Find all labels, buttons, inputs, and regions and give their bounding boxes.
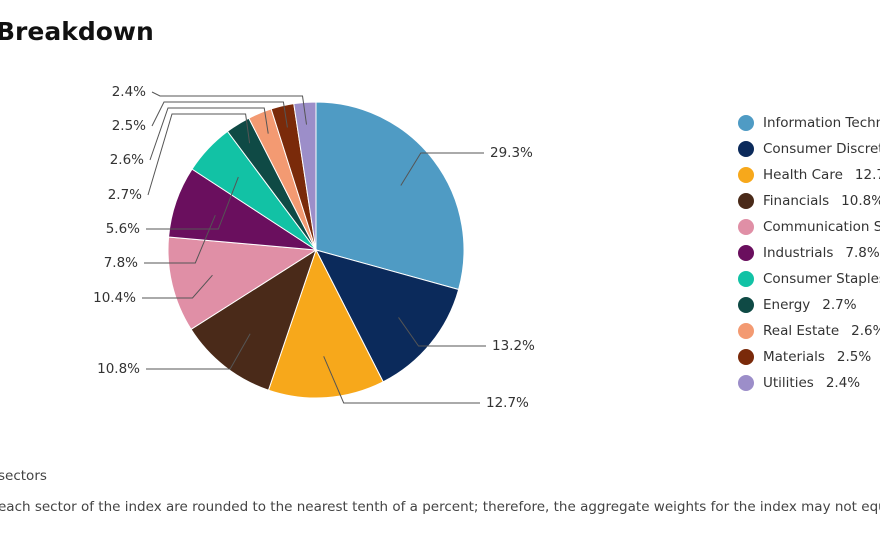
legend-label: Information Technology [763, 115, 880, 131]
data-label: 10.4% [93, 290, 136, 306]
legend-swatch [738, 323, 754, 339]
legend-swatch [738, 141, 754, 157]
legend-swatch [738, 167, 754, 183]
leader-line [149, 107, 269, 161]
leader-line [151, 101, 288, 128]
leader-line [146, 176, 239, 230]
legend-swatch [738, 349, 754, 365]
pie-slice [315, 101, 465, 291]
pie-slice [267, 248, 384, 399]
data-label: 5.6% [106, 221, 140, 237]
legend-swatch [738, 115, 754, 131]
legend-swatch [738, 271, 754, 287]
legend-label: Utilities [763, 375, 814, 391]
chart-title: Breakdown [0, 17, 154, 46]
legend-swatch [738, 375, 754, 391]
legend-label: Industrials [763, 245, 833, 261]
legend-label: Energy [763, 297, 810, 313]
legend-swatch [738, 297, 754, 313]
data-label: 2.4% [112, 84, 146, 100]
legend-label: Consumer Staples [763, 271, 880, 287]
data-label: 2.7% [108, 187, 142, 203]
pie-slice [167, 236, 318, 330]
leader-line [400, 152, 484, 186]
leader-line [144, 214, 216, 264]
legend-value: 7.8% [845, 245, 879, 261]
data-label: 2.6% [110, 152, 144, 168]
footnote: sectors [0, 468, 47, 484]
legend-label: Materials [763, 349, 825, 365]
legend-label: Financials [763, 193, 829, 209]
data-label: 2.5% [112, 118, 146, 134]
leader-line [146, 333, 251, 370]
legend-value: 10.8% [841, 193, 880, 209]
legend-value: 2.5% [837, 349, 871, 365]
legend-label: Real Estate [763, 323, 839, 339]
legend-swatch [738, 193, 754, 209]
legend-value: 2.6% [851, 323, 880, 339]
leader-line [142, 274, 213, 299]
leader-line [151, 91, 308, 125]
legend-swatch [738, 245, 754, 261]
legend-label: Health Care [763, 167, 843, 183]
pie-slice [293, 101, 317, 251]
legend-value: 12.7% [855, 167, 880, 183]
leader-line [398, 317, 486, 347]
data-label: 13.2% [492, 338, 535, 354]
data-label: 12.7% [486, 395, 529, 411]
legend-swatch [738, 219, 754, 235]
pie-slice [190, 248, 317, 391]
legend-label: Communication Services [763, 219, 880, 235]
data-label: 7.8% [104, 255, 138, 271]
leader-line [147, 113, 251, 196]
data-label: 29.3% [490, 145, 533, 161]
legend-value: 2.7% [822, 297, 856, 313]
footnote: each sector of the index are rounded to … [0, 499, 880, 515]
data-label: 10.8% [97, 361, 140, 377]
pie-slice [315, 249, 460, 383]
legend-label: Consumer Discretionary [763, 141, 880, 157]
legend-value: 2.4% [826, 375, 860, 391]
leader-line [323, 356, 480, 404]
